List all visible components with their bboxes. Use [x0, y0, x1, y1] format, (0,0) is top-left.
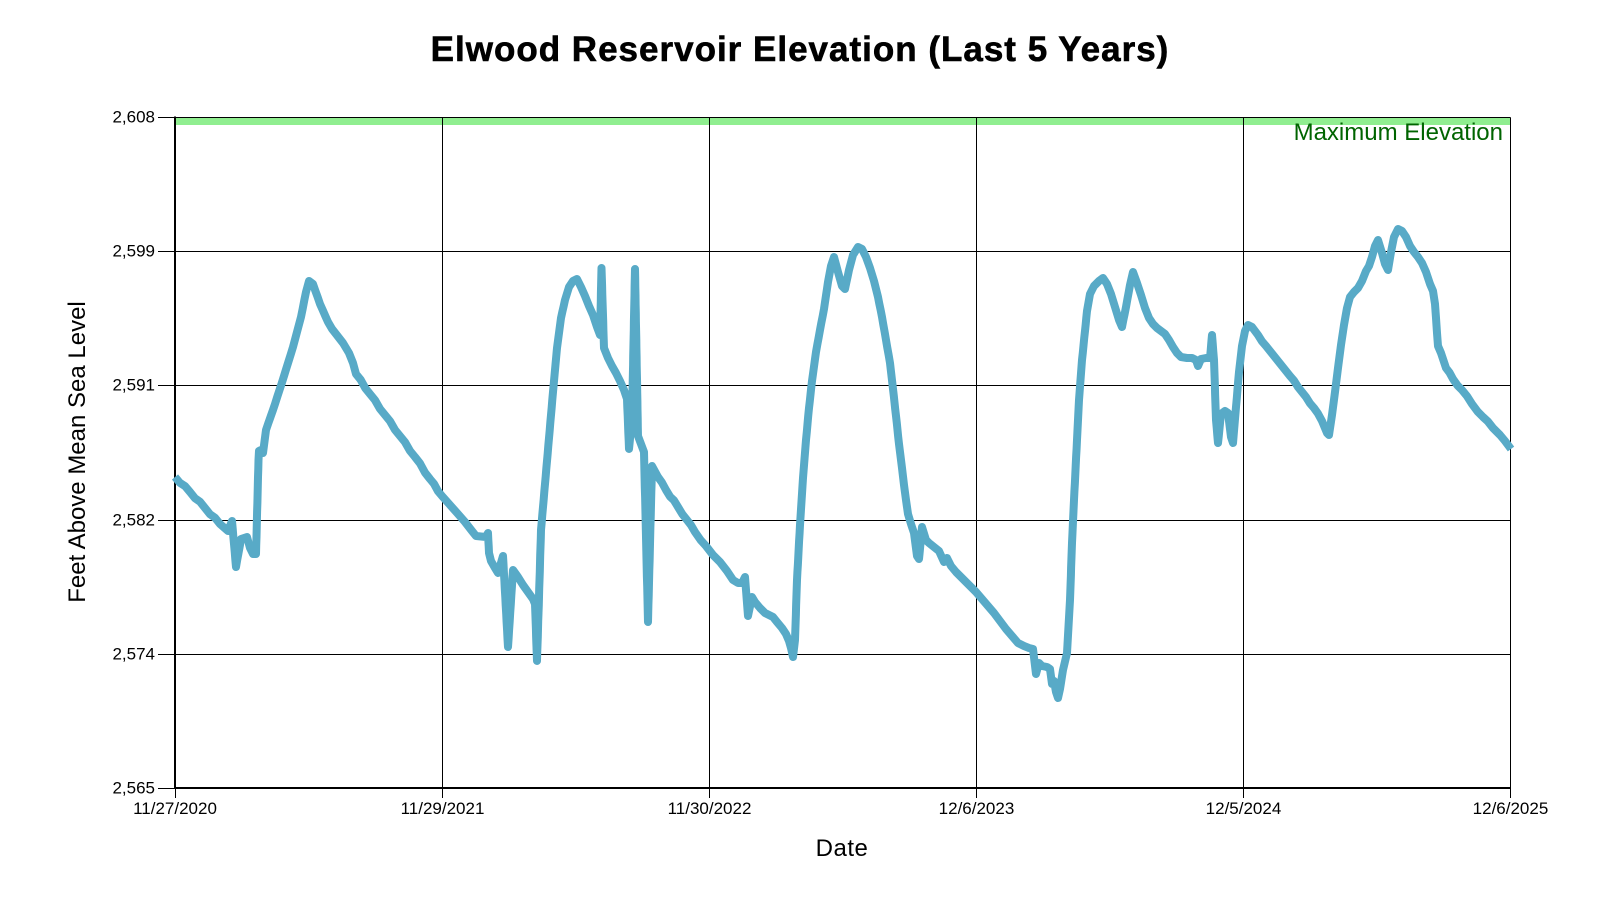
svg-text:11/29/2021: 11/29/2021 — [401, 799, 485, 818]
svg-text:2,582: 2,582 — [112, 511, 155, 530]
svg-text:Feet Above Mean Sea Level: Feet Above Mean Sea Level — [64, 301, 91, 603]
svg-text:12/6/2023: 12/6/2023 — [939, 799, 1015, 818]
svg-text:12/5/2024: 12/5/2024 — [1206, 799, 1282, 818]
svg-text:2,608: 2,608 — [112, 108, 155, 127]
svg-text:11/30/2022: 11/30/2022 — [668, 799, 752, 818]
svg-text:Maximum Elevation: Maximum Elevation — [1294, 119, 1503, 146]
svg-text:12/6/2025: 12/6/2025 — [1473, 799, 1549, 818]
svg-text:Date: Date — [816, 835, 869, 862]
svg-text:11/27/2020: 11/27/2020 — [133, 799, 217, 818]
svg-text:Elwood Reservoir Elevation (La: Elwood Reservoir Elevation (Last 5 Years… — [431, 30, 1170, 69]
svg-text:2,574: 2,574 — [112, 645, 155, 664]
svg-text:2,591: 2,591 — [112, 376, 155, 395]
svg-text:2,565: 2,565 — [112, 779, 155, 798]
svg-text:2,599: 2,599 — [112, 242, 155, 261]
